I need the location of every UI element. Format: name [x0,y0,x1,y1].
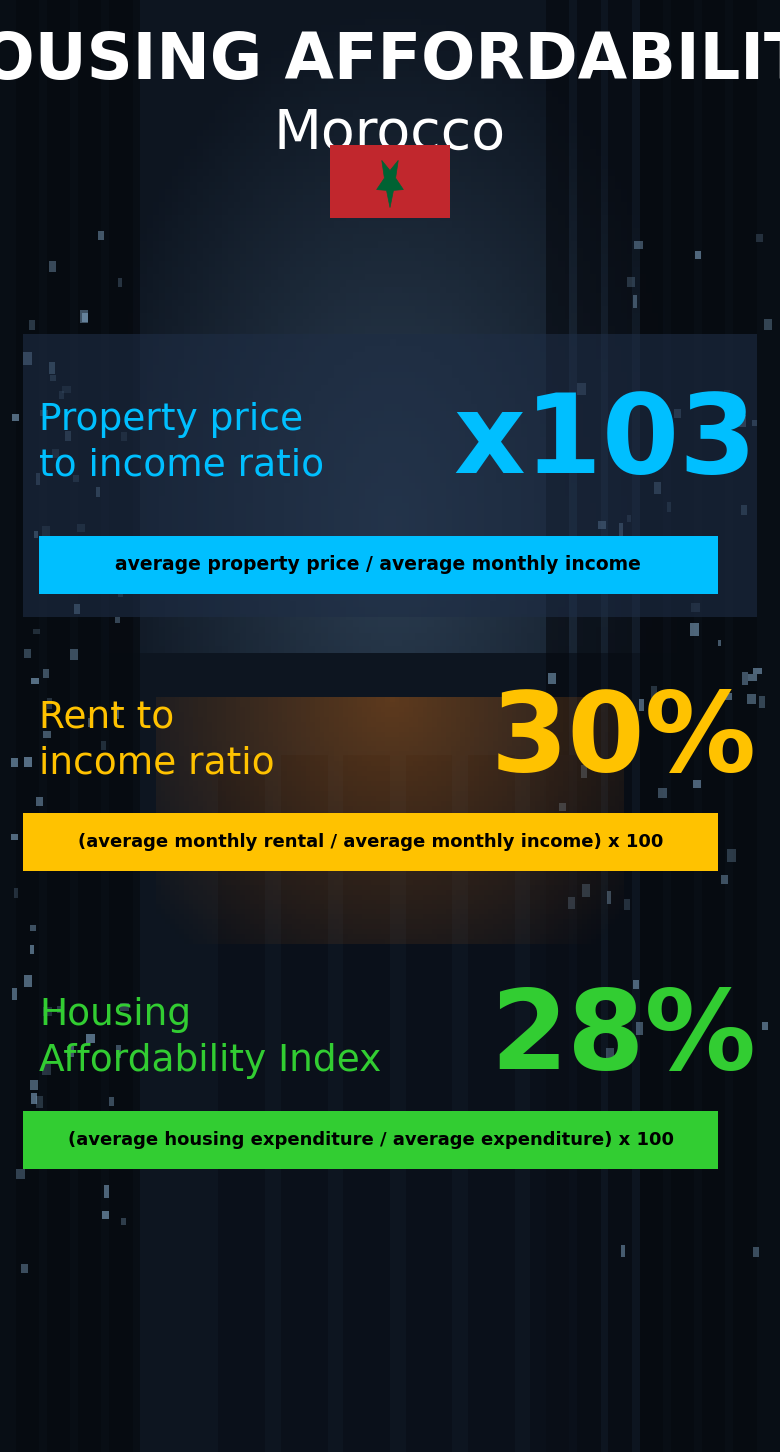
FancyBboxPatch shape [23,1111,718,1169]
FancyBboxPatch shape [621,1244,625,1256]
FancyBboxPatch shape [607,892,611,903]
FancyBboxPatch shape [582,884,590,897]
FancyBboxPatch shape [12,989,17,999]
FancyBboxPatch shape [690,623,699,636]
Text: 30%: 30% [491,687,757,794]
FancyBboxPatch shape [634,241,644,248]
FancyBboxPatch shape [30,945,34,954]
FancyBboxPatch shape [640,0,663,1452]
FancyBboxPatch shape [87,1034,94,1043]
FancyBboxPatch shape [629,398,636,404]
FancyBboxPatch shape [623,1009,629,1018]
FancyBboxPatch shape [29,319,35,330]
FancyBboxPatch shape [51,449,58,457]
FancyBboxPatch shape [343,755,390,1452]
FancyBboxPatch shape [116,1045,121,1059]
FancyBboxPatch shape [47,0,70,1452]
FancyBboxPatch shape [59,391,64,399]
FancyBboxPatch shape [65,431,72,441]
FancyBboxPatch shape [43,669,49,678]
FancyBboxPatch shape [695,251,700,258]
FancyBboxPatch shape [62,386,71,393]
FancyBboxPatch shape [530,755,577,1452]
FancyBboxPatch shape [114,706,119,719]
FancyBboxPatch shape [121,431,126,441]
FancyBboxPatch shape [764,319,772,330]
FancyBboxPatch shape [121,861,126,867]
FancyBboxPatch shape [639,698,643,711]
FancyBboxPatch shape [557,852,565,858]
FancyBboxPatch shape [329,145,451,218]
FancyBboxPatch shape [667,502,672,511]
FancyBboxPatch shape [757,234,764,242]
FancyBboxPatch shape [728,849,736,862]
Text: (average monthly rental / average monthly income) x 100: (average monthly rental / average monthl… [78,833,663,851]
FancyBboxPatch shape [39,536,718,594]
FancyBboxPatch shape [10,758,18,767]
FancyBboxPatch shape [577,383,586,395]
FancyBboxPatch shape [105,1185,108,1198]
Text: HOUSING AFFORDABILITY: HOUSING AFFORDABILITY [0,30,780,91]
FancyBboxPatch shape [606,1047,614,1059]
FancyBboxPatch shape [626,515,631,523]
FancyBboxPatch shape [23,976,32,987]
FancyBboxPatch shape [691,603,700,613]
FancyBboxPatch shape [598,521,606,529]
FancyBboxPatch shape [50,375,56,380]
FancyBboxPatch shape [88,719,93,727]
Text: Property price
to income ratio: Property price to income ratio [39,402,324,484]
FancyBboxPatch shape [624,899,630,910]
FancyBboxPatch shape [721,876,729,884]
FancyBboxPatch shape [658,788,667,799]
FancyBboxPatch shape [34,531,38,537]
FancyBboxPatch shape [30,678,39,684]
Text: (average housing expenditure / average expenditure) x 100: (average housing expenditure / average e… [68,1131,673,1149]
FancyBboxPatch shape [33,629,40,635]
FancyBboxPatch shape [753,1247,759,1257]
FancyBboxPatch shape [89,537,95,547]
FancyBboxPatch shape [118,590,123,597]
FancyBboxPatch shape [0,0,140,1452]
FancyBboxPatch shape [12,414,20,421]
FancyBboxPatch shape [43,1008,52,1016]
FancyBboxPatch shape [118,279,122,286]
Text: Rent to
income ratio: Rent to income ratio [39,700,275,781]
FancyBboxPatch shape [16,1169,25,1179]
FancyBboxPatch shape [48,362,55,375]
FancyBboxPatch shape [762,1022,768,1029]
FancyBboxPatch shape [40,409,48,415]
FancyBboxPatch shape [621,713,626,723]
FancyBboxPatch shape [759,696,765,709]
FancyBboxPatch shape [636,1022,643,1034]
FancyBboxPatch shape [568,897,575,909]
FancyBboxPatch shape [739,415,746,427]
FancyBboxPatch shape [608,0,632,1452]
FancyBboxPatch shape [654,482,661,494]
FancyBboxPatch shape [742,505,747,515]
FancyBboxPatch shape [743,672,748,685]
FancyBboxPatch shape [619,523,623,536]
FancyBboxPatch shape [82,312,88,322]
FancyBboxPatch shape [24,758,32,767]
FancyBboxPatch shape [633,295,636,308]
Text: Morocco: Morocco [274,106,506,161]
FancyBboxPatch shape [49,261,56,272]
FancyBboxPatch shape [70,649,78,661]
FancyBboxPatch shape [57,1006,62,1013]
FancyBboxPatch shape [640,0,780,1452]
FancyBboxPatch shape [651,687,658,698]
FancyBboxPatch shape [121,1218,126,1224]
FancyBboxPatch shape [101,741,106,749]
Text: x103: x103 [453,389,757,497]
FancyBboxPatch shape [546,0,569,1452]
FancyBboxPatch shape [36,797,43,806]
FancyBboxPatch shape [98,231,105,240]
FancyBboxPatch shape [24,649,30,658]
FancyBboxPatch shape [565,1130,572,1138]
FancyBboxPatch shape [627,277,635,287]
FancyBboxPatch shape [36,1096,43,1108]
FancyBboxPatch shape [23,813,718,871]
FancyBboxPatch shape [54,537,62,547]
FancyBboxPatch shape [77,524,85,533]
